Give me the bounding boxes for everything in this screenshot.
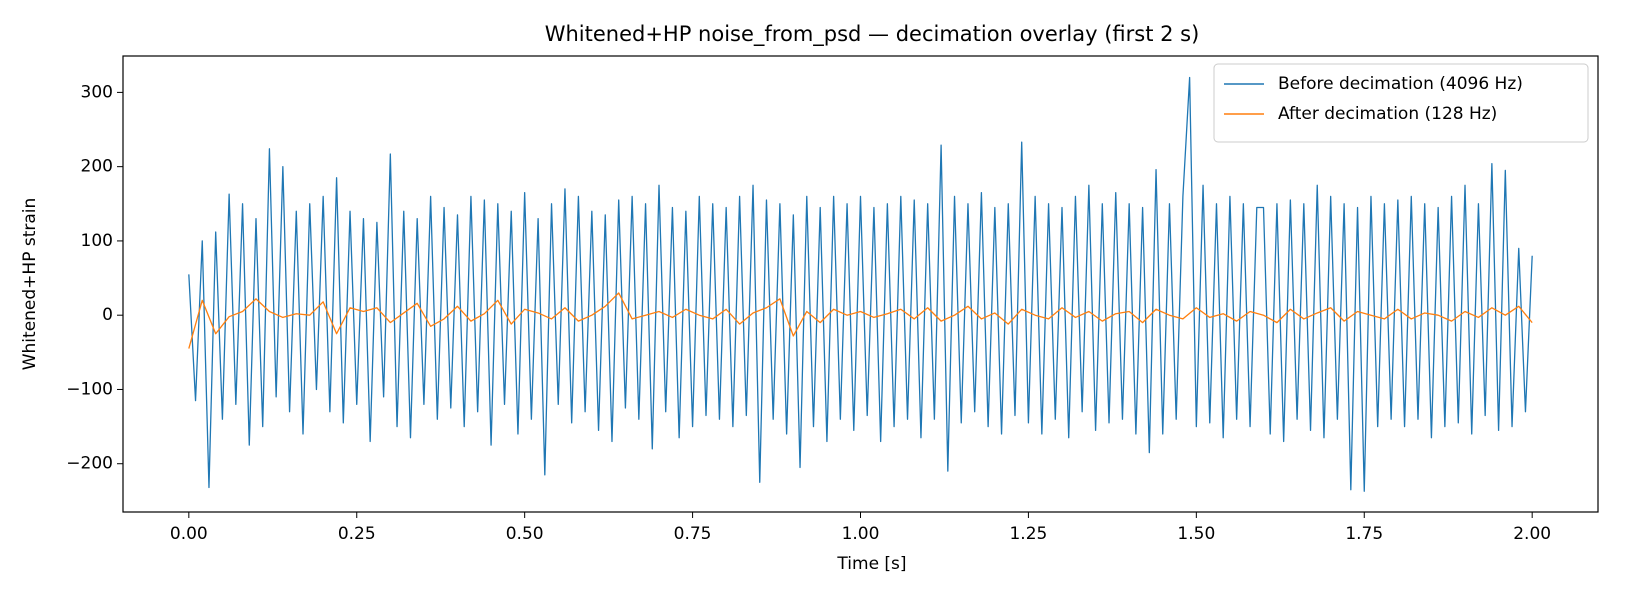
y-tick-label: 100 <box>81 231 113 251</box>
y-tick-label: 0 <box>102 305 113 325</box>
x-tick-label: 1.25 <box>1009 524 1047 544</box>
legend-box <box>1213 63 1589 143</box>
plot-frame <box>122 55 1599 513</box>
x-tick-label: 0.50 <box>506 524 544 544</box>
chart-title: Whitened+HP noise_from_psd — decimation … <box>545 22 1200 47</box>
legend-label: Before decimation (4096 Hz) <box>1278 74 1523 94</box>
y-tick-label: −100 <box>66 379 113 399</box>
x-tick-label: 1.00 <box>842 524 880 544</box>
x-tick-label: 0.00 <box>170 524 208 544</box>
x-axis-label: Time [s] <box>836 554 906 574</box>
y-tick-label: 200 <box>81 157 113 177</box>
series-line <box>188 292 1533 349</box>
x-tick-label: 1.75 <box>1345 524 1383 544</box>
x-tick-label: 0.75 <box>674 524 712 544</box>
series-line <box>188 76 1533 492</box>
x-tick-label: 2.00 <box>1513 524 1551 544</box>
x-tick-label: 0.25 <box>338 524 376 544</box>
y-axis-label: Whitened+HP strain <box>20 198 40 371</box>
legend-label: After decimation (128 Hz) <box>1278 104 1497 124</box>
y-tick-label: −200 <box>66 454 113 474</box>
x-tick-label: 1.50 <box>1177 524 1215 544</box>
y-tick-label: 300 <box>81 82 113 102</box>
